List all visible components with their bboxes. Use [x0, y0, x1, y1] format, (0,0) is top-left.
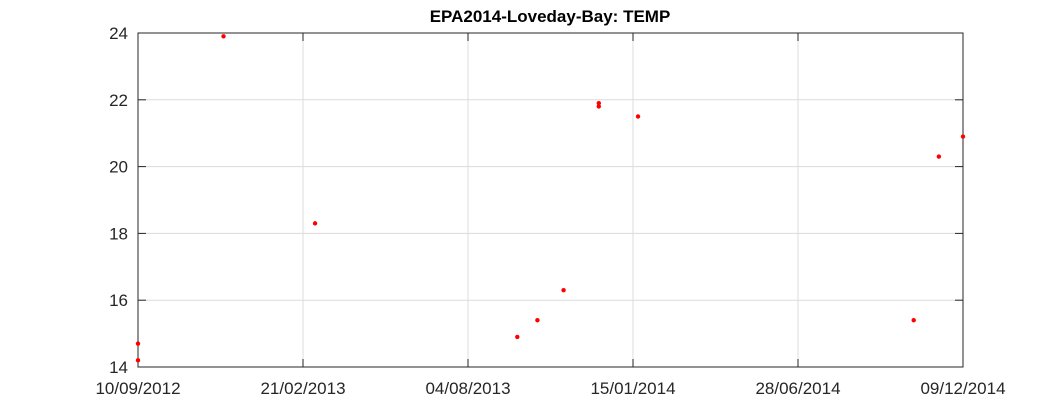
x-tick-label: 09/12/2014: [920, 379, 1005, 398]
data-points: [135, 34, 966, 363]
data-point: [561, 287, 566, 293]
data-point: [960, 134, 966, 139]
x-tick-label: 04/08/2013: [425, 379, 510, 398]
data-point: [635, 114, 641, 119]
y-tick-label: 18: [109, 224, 128, 243]
y-tick-label: 24: [109, 24, 128, 43]
plot-area: [137, 32, 964, 368]
data-point: [596, 100, 601, 106]
grid-lines: [138, 33, 963, 367]
data-point: [515, 334, 520, 340]
y-tick-label: 20: [109, 158, 128, 177]
data-point: [535, 318, 540, 323]
x-tick-label: 10/09/2012: [95, 379, 180, 398]
y-tick-label: 16: [109, 291, 128, 310]
tick-labels: 10/09/2012 21/02/2013 04/08/2013 15/01/2014…: [95, 24, 1005, 398]
chart-title: EPA2014-Loveday-Bay: TEMP: [430, 7, 671, 26]
data-point: [911, 318, 916, 323]
x-tick-label: 21/02/2013: [260, 379, 345, 398]
x-tick-label: 28/06/2014: [755, 379, 840, 398]
data-point: [135, 341, 141, 346]
axis-ticks: [137, 32, 964, 368]
data-point: [936, 154, 942, 159]
data-point: [135, 358, 141, 363]
data-point: [221, 34, 226, 39]
data-point: [596, 104, 601, 109]
x-tick-label: 15/01/2014: [590, 379, 675, 398]
y-tick-label: 22: [109, 91, 128, 110]
y-tick-label: 14: [109, 358, 128, 377]
data-point: [312, 221, 318, 226]
